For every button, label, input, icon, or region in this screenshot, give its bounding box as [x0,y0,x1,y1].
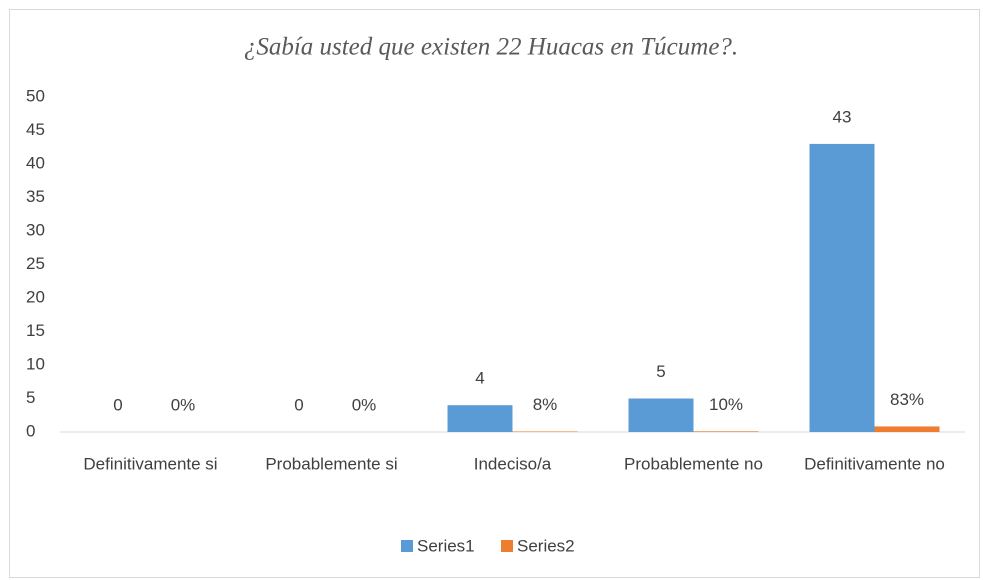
data-label: 0 [113,395,122,414]
data-label: 83% [890,390,924,409]
data-label: 8% [533,395,558,414]
bar [809,143,875,432]
bar [447,405,513,432]
y-tick-label: 20 [26,287,45,306]
x-tick-label: Definitivamente no [804,454,945,473]
data-label: 4 [475,369,484,388]
legend-label: Series1 [417,536,475,555]
legend-swatch [401,540,413,552]
data-label: 43 [833,107,852,126]
y-tick-label: 50 [26,86,45,105]
bar [874,426,940,432]
x-tick-label: Probablemente si [265,454,397,473]
data-label: 0% [352,395,377,414]
legend-label: Series2 [517,536,575,555]
data-label: 0 [294,395,303,414]
x-tick-label: Probablemente no [624,454,763,473]
chart-title: ¿Sabía usted que existen 22 Huacas en Tú… [244,34,738,61]
y-tick-label: 5 [26,388,35,407]
y-tick-label: 10 [26,354,45,373]
legend-swatch [501,540,513,552]
y-tick-label: 35 [26,187,45,206]
y-tick-label: 45 [26,120,45,139]
bar [693,431,759,432]
y-tick-label: 40 [26,153,45,172]
x-tick-label: Definitivamente si [83,454,217,473]
data-label: 10% [709,395,743,414]
data-label: 0% [171,395,196,414]
bar [628,398,694,432]
y-tick-label: 0 [26,421,35,440]
y-tick-label: 25 [26,254,45,273]
x-tick-label: Indeciso/a [474,454,552,473]
data-label: 5 [656,362,665,381]
y-tick-label: 30 [26,220,45,239]
y-tick-label: 15 [26,321,45,340]
bar [512,431,578,432]
